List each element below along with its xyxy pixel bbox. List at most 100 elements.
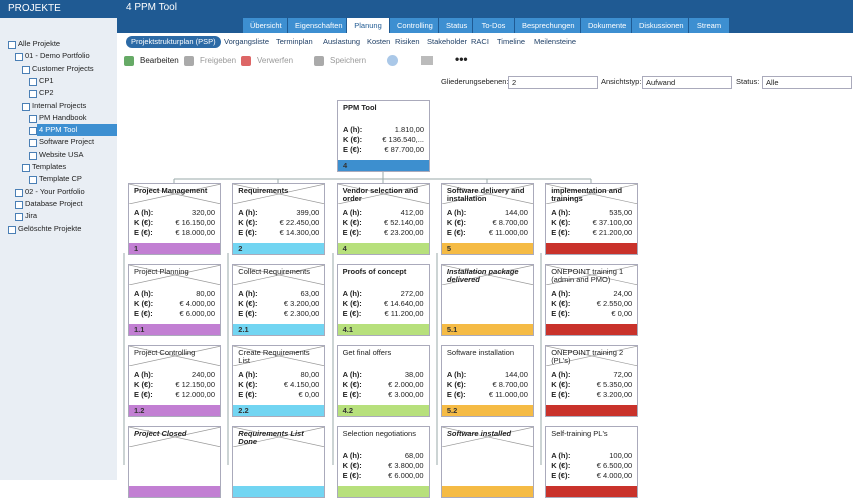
value-label: E (€): bbox=[551, 471, 570, 480]
tab[interactable]: To-Dos bbox=[473, 18, 515, 33]
subtab[interactable]: Risiken bbox=[395, 37, 420, 46]
tab[interactable]: Besprechungen bbox=[515, 18, 581, 33]
wbs-node[interactable]: Create Requirements List A (h): 80,00 K (€)… bbox=[232, 345, 326, 417]
tree-item[interactable]: Database Project bbox=[25, 198, 83, 208]
wbs-node[interactable]: Software installation A (h): 144,00 K (€): €… bbox=[440, 345, 534, 417]
tool-button[interactable]: Freigeben bbox=[200, 56, 237, 65]
tab[interactable]: Dokumente bbox=[581, 18, 632, 33]
wbs-node[interactable]: Collect Requirements A (h): 63,00 K (€): € 3… bbox=[232, 264, 326, 336]
tab[interactable]: Stream bbox=[689, 18, 730, 33]
tree-item[interactable]: Customer Projects bbox=[32, 63, 94, 73]
value-label: A (h): bbox=[342, 451, 362, 460]
node-title: Create Requirements List bbox=[238, 348, 310, 365]
tool-button[interactable]: Bearbeiten bbox=[140, 56, 179, 65]
tree-item[interactable]: Templates bbox=[32, 162, 67, 171]
filter-select[interactable]: Alle bbox=[762, 76, 852, 89]
filter-select[interactable]: Aufwand bbox=[642, 76, 732, 89]
wbs-node[interactable]: Project Closed bbox=[128, 426, 221, 498]
subtab[interactable]: Stakeholder bbox=[427, 37, 468, 46]
filter-label: Gliederungsebenen: bbox=[441, 77, 509, 86]
value: € 6.500,00 bbox=[596, 461, 633, 470]
tree-item[interactable]: 4 PPM Tool bbox=[39, 125, 78, 135]
value-label: K (€): bbox=[342, 461, 362, 470]
wbs-node[interactable]: Project Planning A (h): 80,00 K (€): € 4.000… bbox=[128, 264, 221, 336]
header-cross bbox=[233, 184, 325, 204]
tree-item[interactable]: PM Handbook bbox=[39, 112, 87, 122]
tree-item[interactable]: CP1 bbox=[39, 75, 54, 85]
print-icon[interactable] bbox=[421, 56, 433, 65]
node-code: 6.1 bbox=[546, 324, 638, 335]
tree-item[interactable]: Website USA bbox=[39, 149, 84, 159]
subtab[interactable]: Meilensteine bbox=[534, 37, 577, 46]
subtab[interactable]: Auslastung bbox=[323, 37, 361, 46]
tab[interactable]: Diskussionen bbox=[632, 18, 689, 33]
tab[interactable]: Status bbox=[439, 18, 473, 33]
subtab[interactable]: RACI bbox=[471, 37, 489, 46]
tree-item[interactable]: 02 - Your Portfolio bbox=[25, 186, 85, 196]
tree-item[interactable]: CP2 bbox=[39, 88, 54, 98]
more[interactable]: ••• bbox=[455, 52, 468, 66]
value-label: E (€): bbox=[446, 228, 466, 237]
node-code: 4.1 bbox=[337, 324, 429, 335]
tool-icon bbox=[184, 56, 194, 66]
wbs-node[interactable]: ONEPOINT training 2 (PL's) A (h): 72,00 K (… bbox=[545, 345, 639, 417]
value: 80,00 bbox=[300, 370, 320, 379]
value: € 4.150,00 bbox=[283, 380, 320, 389]
value-label: E (€): bbox=[238, 390, 258, 399]
tree-item[interactable]: 01 - Demo Portfolio bbox=[25, 51, 90, 61]
wbs-node[interactable]: Requirements A (h): 399,00 K (€): € 22.450,0… bbox=[232, 183, 326, 255]
tree-item[interactable]: Gelöschte Projekte bbox=[18, 223, 82, 233]
header-cross bbox=[546, 184, 638, 204]
wbs-node[interactable]: Proofs of concept A (h): 272,00 K (€): € 14.… bbox=[336, 264, 430, 336]
wbs-node[interactable]: Selection negotiations A (h): 68,00 K (€): €… bbox=[336, 426, 430, 498]
header-cross bbox=[233, 346, 325, 366]
header-cross bbox=[129, 346, 220, 366]
tree-item[interactable]: Alle Projekte bbox=[18, 39, 61, 48]
filter-select[interactable]: 2 bbox=[508, 76, 598, 89]
value: € 11.000,00 bbox=[488, 228, 528, 237]
header-cross bbox=[441, 184, 533, 204]
tree-icon bbox=[22, 102, 30, 111]
wbs-node[interactable]: Software installed bbox=[440, 426, 534, 498]
subtab[interactable]: Vorgangsliste bbox=[224, 37, 270, 46]
value: € 14.640,00 bbox=[383, 299, 424, 308]
wbs-node[interactable]: implementation and trainings A (h): 535,00… bbox=[545, 183, 639, 255]
tree-item[interactable]: Internal Projects bbox=[32, 100, 87, 110]
node-code: 2 bbox=[233, 243, 325, 254]
tool-button[interactable]: Speichern bbox=[330, 56, 367, 65]
node-title: Selection negotiations bbox=[342, 429, 416, 438]
wbs-node[interactable]: Installation package delivered 5.1 bbox=[440, 264, 534, 336]
wbs-node[interactable]: Self-training PL's A (h): 100,00 K (€): € 6.… bbox=[545, 426, 639, 498]
tab[interactable]: Planung bbox=[347, 18, 390, 33]
wbs-node[interactable]: ONEPOINT training 1 (admin and PMO) A (h)… bbox=[545, 264, 639, 336]
subtab[interactable]: Projektstrukturplan (PSP) bbox=[126, 36, 221, 48]
tree-icon bbox=[8, 225, 16, 234]
value-label: K (€): bbox=[551, 380, 571, 389]
tool-icon bbox=[241, 56, 251, 66]
tab[interactable]: Übersicht bbox=[243, 18, 288, 33]
value: € 8.700,00 bbox=[492, 380, 528, 389]
tree-item[interactable]: Software Project bbox=[39, 137, 95, 147]
subtab[interactable]: Kosten bbox=[367, 37, 391, 46]
tab[interactable]: Eigenschaften bbox=[288, 18, 347, 33]
tool-button[interactable]: Verwerfen bbox=[257, 56, 294, 65]
wbs-node[interactable]: Software delivery and installation A (h):… bbox=[440, 183, 534, 255]
wbs-node[interactable]: Project Controlling A (h): 240,00 K (€): € 1… bbox=[128, 345, 221, 417]
tree-item[interactable]: Template CP bbox=[39, 174, 82, 184]
node-code: 5.1 bbox=[441, 324, 533, 335]
wbs-node[interactable]: PPM Tool A (h): 1.810,00 K (€): € 136.540,..… bbox=[337, 100, 430, 172]
value: 1.810,00 bbox=[394, 125, 424, 134]
info-icon[interactable] bbox=[387, 55, 398, 66]
tab[interactable]: Controlling bbox=[390, 18, 439, 33]
value-label: E (€): bbox=[551, 309, 570, 318]
subtab[interactable]: Terminplan bbox=[276, 37, 313, 46]
project-title: 4 PPM Tool bbox=[126, 2, 177, 13]
value-label: E (€): bbox=[342, 228, 362, 237]
wbs-node[interactable]: Vendor selection and order A (h): 412,00 K … bbox=[336, 183, 430, 255]
subtab[interactable]: Timeline bbox=[497, 37, 526, 46]
node-code: 2.2 bbox=[233, 405, 325, 416]
wbs-node[interactable]: Requirements List Done bbox=[232, 426, 326, 498]
wbs-node[interactable]: Get final offers A (h): 38,00 K (€): € 2.000… bbox=[336, 345, 430, 417]
tree-item[interactable]: Jira bbox=[25, 211, 38, 221]
wbs-node[interactable]: Project Management A (h): 320,00 K (€): € 16… bbox=[128, 183, 221, 255]
